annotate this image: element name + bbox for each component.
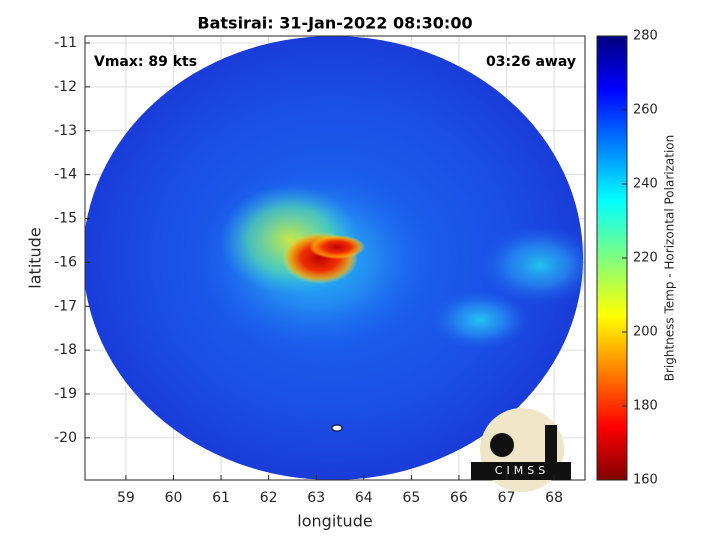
colorbar-tick-label: 240 [633,177,658,192]
x-tick-label: 62 [260,490,278,506]
y-tick-label: -12 [54,79,77,95]
y-tick-label: -20 [54,430,77,446]
x-tick-label: 64 [355,490,373,506]
x-tick-label: 66 [450,490,468,506]
x-tick-label: 63 [307,490,325,506]
colorbar-label: Brightness Temp - Horizontal Polarizatio… [663,135,677,382]
y-tick-label: -17 [54,298,77,314]
annotation: 03:26 away [486,54,576,70]
colorbar-tick-label: 160 [633,473,658,488]
y-axis-label: latitude [26,227,45,288]
swath-image [85,36,585,480]
annotation: Vmax: 89 kts [94,54,197,70]
chart-title: Batsirai: 31-Jan-2022 08:30:00 [197,14,472,33]
logo: CIMSS [471,408,571,492]
x-tick-label: 67 [498,490,516,506]
x-axis-label: longitude [297,512,372,531]
y-tick-label: -19 [54,386,77,402]
x-tick-label: 68 [545,490,563,506]
y-tick-label: -11 [54,35,77,51]
y-tick-label: -14 [54,167,77,183]
logo-text: CIMSS [495,464,549,477]
y-tick-label: -16 [54,254,77,270]
x-tick-label: 60 [165,490,183,506]
colorbar-tick-label: 200 [633,325,658,340]
y-tick-label: -18 [54,342,77,358]
x-tick-label: 65 [402,490,420,506]
colorbar-tick-label: 280 [633,29,658,44]
x-tick-label: 59 [117,490,135,506]
y-tick-label: -15 [54,211,77,227]
colorbar-tick-label: 260 [633,103,658,118]
x-tick-label: 61 [212,490,230,506]
colorbar-tick-label: 220 [633,251,658,266]
y-tick-label: -13 [54,123,77,139]
colorbar-tick-label: 180 [633,399,658,414]
